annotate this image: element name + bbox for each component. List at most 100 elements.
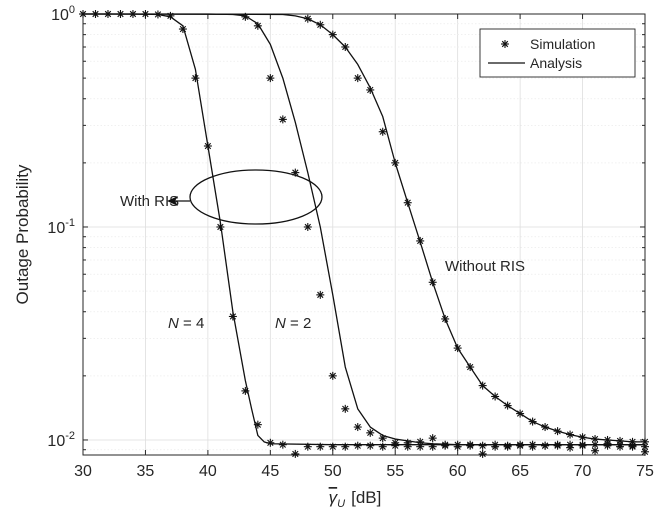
simulation-point: [353, 423, 362, 432]
simulation-point: [128, 10, 137, 18]
simulation-point: [241, 12, 250, 21]
simulation-point: [403, 438, 412, 447]
marker-stroke: [229, 313, 237, 320]
simulation-point: [528, 417, 537, 426]
marker-stroke: [516, 410, 524, 417]
x-label-subscript: U: [337, 498, 345, 510]
simulation-point: [541, 441, 550, 450]
simulation-point: [378, 127, 387, 136]
legend-label: Simulation: [530, 36, 595, 52]
x-tick-label: 45: [261, 463, 279, 480]
simulation-point: [303, 442, 312, 451]
marker-stroke: [616, 437, 624, 445]
simulation-point: [391, 438, 400, 447]
axes-frame: [82, 13, 646, 456]
marker-stroke: [329, 31, 336, 38]
marker-stroke: [417, 237, 424, 245]
marker-stroke: [204, 142, 212, 150]
marker-stroke: [279, 116, 287, 123]
legend-simulation-marker: [501, 40, 509, 48]
simulation-point: [341, 442, 350, 451]
simulation-point: [353, 74, 362, 83]
marker-stroke: [242, 13, 249, 21]
marker-stroke: [504, 442, 511, 449]
simulation-point: [328, 371, 337, 380]
y-tick-base: 10: [51, 7, 69, 24]
x-tick-label: 35: [137, 463, 155, 480]
marker-stroke: [404, 199, 411, 206]
marker-stroke: [491, 393, 499, 400]
simulation-point: [366, 428, 375, 437]
marker-stroke: [441, 315, 449, 323]
marker-stroke: [479, 450, 486, 458]
simulation-point: [378, 442, 387, 451]
simulation-point: [616, 436, 625, 445]
marker-stroke: [579, 441, 586, 448]
y-tick-exponent: -2: [65, 430, 75, 442]
marker-stroke: [367, 429, 374, 437]
marker-stroke: [516, 441, 524, 448]
marker-stroke: [267, 74, 274, 82]
marker-stroke: [117, 10, 124, 18]
marker-stroke: [554, 441, 561, 448]
simulation-point: [103, 10, 112, 18]
marker-stroke: [279, 441, 287, 448]
simulation-point: [403, 198, 412, 207]
simulation-point: [328, 442, 337, 451]
marker-stroke: [342, 443, 349, 450]
marker-stroke: [591, 435, 599, 443]
simulation-point: [466, 440, 475, 449]
marker-stroke: [541, 442, 549, 449]
simulation-point: [528, 440, 537, 449]
marker-stroke: [179, 25, 187, 33]
n-value: = 4: [179, 315, 204, 332]
y-tick-label: 10-1: [47, 217, 75, 237]
marker-stroke: [529, 418, 536, 425]
marker-stroke: [554, 427, 561, 435]
marker-stroke: [392, 159, 399, 167]
marker-stroke: [329, 372, 336, 380]
marker-stroke: [641, 448, 649, 455]
simulation-point: [303, 14, 312, 23]
simulation-point: [278, 440, 287, 449]
marker-stroke: [242, 387, 249, 395]
marker-stroke: [479, 382, 486, 389]
simulation-point: [578, 433, 587, 442]
x-tick-label: 55: [386, 463, 404, 480]
marker-stroke: [367, 86, 374, 94]
simulation-point: [478, 381, 487, 390]
simulation-point: [241, 386, 250, 395]
marker-stroke: [104, 10, 112, 18]
marker-stroke: [501, 40, 509, 48]
simulation-point: [316, 290, 325, 299]
marker-stroke: [441, 441, 449, 448]
marker-stroke: [342, 405, 349, 413]
simulation-point: [416, 236, 425, 245]
marker-stroke: [429, 279, 436, 286]
legend-label: Analysis: [530, 55, 582, 71]
marker-stroke: [566, 441, 574, 448]
simulation-point: [541, 423, 550, 432]
n-variable: N: [275, 315, 286, 332]
simulation-point: [178, 25, 187, 34]
marker-stroke: [342, 43, 349, 51]
y-tick-base: 10: [47, 433, 65, 450]
simulation-point: [591, 440, 600, 449]
simulation-point: [316, 20, 325, 29]
x-tick-label: 40: [199, 463, 217, 480]
marker-stroke: [591, 441, 599, 448]
marker-stroke: [479, 442, 486, 449]
simulation-point: [428, 434, 437, 443]
marker-stroke: [217, 223, 224, 231]
marker-stroke: [354, 442, 361, 449]
marker-stroke: [292, 450, 299, 458]
marker-stroke: [604, 436, 611, 444]
y-tick-exponent: 0: [69, 4, 75, 16]
simulation-point: [153, 10, 162, 19]
n-value: = 2: [286, 315, 311, 332]
marker-stroke: [466, 441, 474, 448]
with-ris-arrowhead: [167, 196, 178, 206]
marker-stroke: [192, 74, 199, 82]
n2-label: N = 2: [275, 315, 311, 332]
